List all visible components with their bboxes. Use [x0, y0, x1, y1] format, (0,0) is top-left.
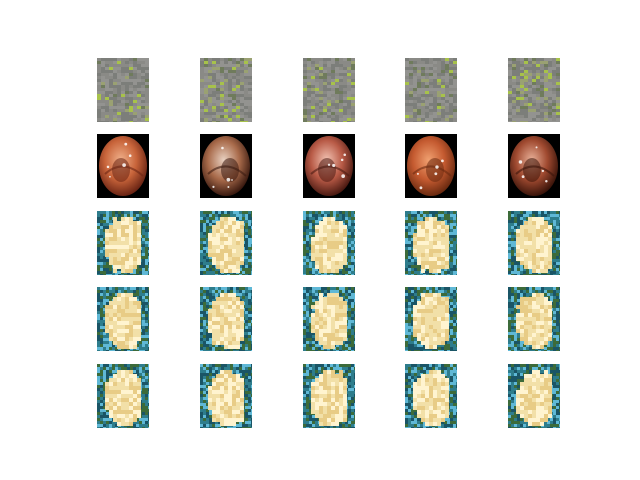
generated-image	[405, 364, 457, 428]
grid-image-r2-c3	[303, 134, 355, 198]
endoscopy-image	[405, 134, 457, 198]
grid-image-r2-c1	[97, 134, 149, 198]
generated-image	[200, 211, 252, 275]
generated-image	[405, 211, 457, 275]
noise-image	[303, 58, 355, 122]
grid-image-r5-c2	[200, 364, 252, 428]
grid-image-r3-c5	[508, 211, 560, 275]
generated-image	[508, 364, 560, 428]
grid-image-r1-c3	[303, 58, 355, 122]
grid-image-r2-c5	[508, 134, 560, 198]
grid-image-r4-c3	[303, 287, 355, 351]
grid-image-r5-c1	[97, 364, 149, 428]
grid-image-r3-c3	[303, 211, 355, 275]
generated-image	[97, 211, 149, 275]
grid-image-r1-c4	[405, 58, 457, 122]
grid-image-r2-c2	[200, 134, 252, 198]
grid-image-r5-c3	[303, 364, 355, 428]
generated-image	[97, 364, 149, 428]
noise-image	[405, 58, 457, 122]
generated-image	[200, 364, 252, 428]
grid-image-r4-c2	[200, 287, 252, 351]
grid-image-r1-c1	[97, 58, 149, 122]
generated-image	[303, 287, 355, 351]
grid-image-r1-c2	[200, 58, 252, 122]
generated-image	[200, 287, 252, 351]
generated-image	[97, 287, 149, 351]
generated-image	[405, 287, 457, 351]
endoscopy-image	[200, 134, 252, 198]
generated-image	[508, 211, 560, 275]
grid-image-r5-c5	[508, 364, 560, 428]
grid-image-r4-c5	[508, 287, 560, 351]
grid-image-r3-c2	[200, 211, 252, 275]
generated-image	[508, 287, 560, 351]
noise-image	[97, 58, 149, 122]
grid-image-r1-c5	[508, 58, 560, 122]
grid-image-r2-c4	[405, 134, 457, 198]
endoscopy-image	[508, 134, 560, 198]
grid-image-r5-c4	[405, 364, 457, 428]
generated-image	[303, 211, 355, 275]
noise-image	[508, 58, 560, 122]
generated-image	[303, 364, 355, 428]
grid-image-r3-c1	[97, 211, 149, 275]
endoscopy-image	[97, 134, 149, 198]
endoscopy-image	[303, 134, 355, 198]
grid-image-r4-c1	[97, 287, 149, 351]
grid-image-r3-c4	[405, 211, 457, 275]
noise-image	[200, 58, 252, 122]
grid-image-r4-c4	[405, 287, 457, 351]
